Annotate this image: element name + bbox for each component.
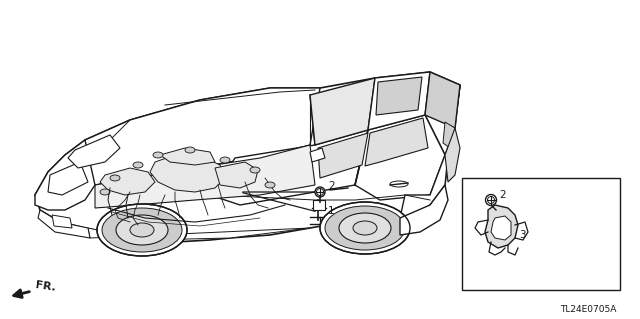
Polygon shape: [85, 88, 320, 185]
Polygon shape: [318, 133, 368, 178]
Ellipse shape: [97, 204, 187, 256]
Ellipse shape: [315, 187, 325, 197]
Ellipse shape: [353, 221, 377, 235]
Polygon shape: [38, 210, 90, 238]
Polygon shape: [485, 205, 518, 248]
Polygon shape: [400, 85, 460, 218]
Polygon shape: [443, 122, 455, 148]
Ellipse shape: [102, 208, 182, 252]
Polygon shape: [150, 155, 225, 192]
Polygon shape: [313, 200, 325, 210]
Polygon shape: [425, 72, 460, 128]
Ellipse shape: [220, 157, 230, 163]
Polygon shape: [95, 145, 315, 208]
Ellipse shape: [133, 162, 143, 168]
Polygon shape: [210, 130, 368, 205]
Ellipse shape: [110, 175, 120, 181]
Text: 2: 2: [499, 190, 506, 200]
Polygon shape: [52, 215, 72, 228]
Ellipse shape: [185, 147, 195, 153]
Polygon shape: [368, 72, 430, 130]
Text: TL24E0705A: TL24E0705A: [560, 305, 616, 314]
Text: 1: 1: [328, 206, 335, 216]
Ellipse shape: [116, 215, 168, 245]
Polygon shape: [445, 128, 460, 182]
Ellipse shape: [100, 189, 110, 195]
Polygon shape: [310, 148, 325, 162]
Polygon shape: [355, 115, 445, 200]
Text: FR.: FR.: [35, 280, 57, 293]
Ellipse shape: [153, 152, 163, 158]
Polygon shape: [491, 216, 511, 240]
Polygon shape: [376, 77, 422, 115]
Bar: [462, 178, 620, 290]
Polygon shape: [365, 118, 428, 166]
Ellipse shape: [325, 206, 405, 250]
Polygon shape: [160, 148, 215, 165]
Polygon shape: [35, 72, 460, 242]
Polygon shape: [100, 168, 155, 195]
Ellipse shape: [250, 167, 260, 173]
Text: 3: 3: [519, 230, 525, 240]
Text: 2: 2: [328, 181, 335, 191]
Ellipse shape: [130, 223, 154, 237]
Ellipse shape: [265, 182, 275, 188]
Ellipse shape: [320, 202, 410, 254]
Polygon shape: [68, 135, 120, 168]
Polygon shape: [310, 78, 375, 145]
Polygon shape: [48, 162, 88, 195]
Ellipse shape: [486, 195, 497, 205]
Polygon shape: [215, 162, 258, 188]
Polygon shape: [35, 140, 95, 210]
Ellipse shape: [339, 213, 391, 243]
Polygon shape: [88, 228, 310, 240]
Polygon shape: [400, 185, 448, 235]
